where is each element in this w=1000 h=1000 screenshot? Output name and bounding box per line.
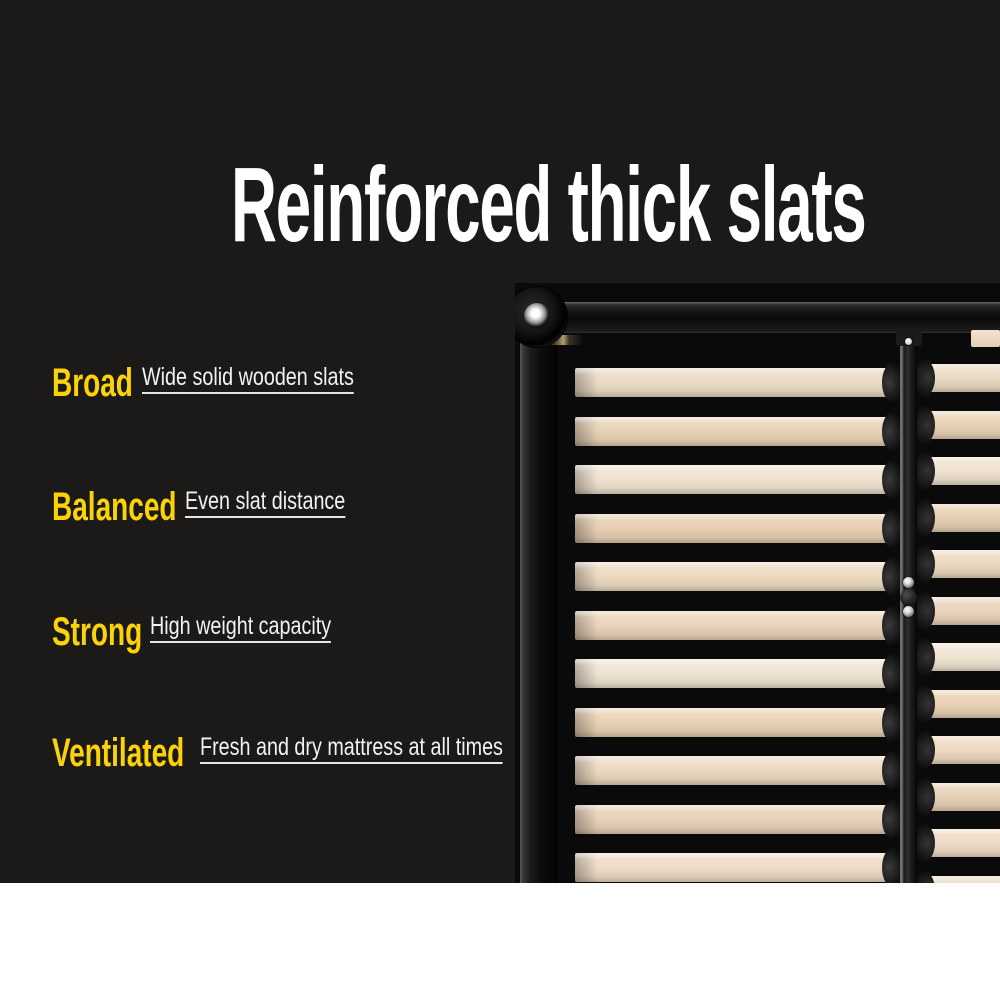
feature-description-broad: Wide solid wooden slats	[142, 365, 354, 394]
wood-slat	[575, 804, 901, 834]
feature-label-ventilated: Ventilated	[52, 731, 185, 775]
slat-holder-cap	[882, 751, 903, 790]
bed-frame-top-rail	[558, 302, 1000, 333]
wood-slat	[575, 465, 901, 494]
feature-description-ventilated: Fresh and dry mattress at all times	[200, 735, 503, 764]
slat-holder-cap	[912, 731, 935, 769]
product-photo	[515, 283, 1000, 883]
slat-holder-cap	[912, 638, 935, 676]
feature-description-strong: High weight capacity	[150, 614, 332, 643]
rail-knob	[900, 589, 917, 606]
slat-holder-cap	[882, 508, 903, 548]
slat-holder-cap	[912, 870, 935, 883]
bottom-white-strip	[0, 883, 1000, 1000]
feature-label-strong: Strong	[52, 610, 143, 654]
slat-holder-cap	[882, 460, 903, 499]
slat-holder-cap	[912, 545, 935, 583]
feature-label-balanced: Balanced	[52, 485, 177, 529]
wood-slat	[575, 659, 901, 688]
slat-holder-cap	[882, 363, 903, 402]
feature-label-broad: Broad	[52, 361, 133, 405]
slat-holder-cap	[882, 799, 903, 839]
slat-holder-cap	[912, 405, 935, 444]
wood-slat	[575, 853, 901, 882]
bed-frame-left-rail	[520, 329, 558, 883]
corner-cap	[515, 287, 567, 347]
screw-icon	[903, 606, 914, 617]
feature-row-strong: Strong High weight capacity	[52, 612, 522, 658]
slat-holder-cap	[912, 498, 935, 537]
wood-slat	[575, 513, 901, 543]
screw-icon	[905, 338, 912, 345]
wood-slat	[575, 416, 901, 446]
slat-holder-cap	[882, 411, 903, 451]
hinge-pin	[548, 335, 582, 345]
feature-row-balanced: Balanced Even slat distance	[52, 487, 522, 533]
wood-slat	[575, 610, 901, 640]
feature-row-broad: Broad Wide solid wooden slats	[52, 363, 522, 409]
wood-slat-partial	[971, 330, 1000, 347]
slat-holder-cap	[882, 654, 903, 693]
screw-icon	[903, 577, 914, 588]
slat-holder-cap	[912, 684, 935, 723]
wood-slat	[575, 707, 901, 737]
slat-holder-cap	[882, 605, 903, 645]
slat-holder-cap	[912, 824, 935, 862]
slat-holder-cap	[882, 702, 903, 742]
slat-holder-cap	[882, 848, 903, 883]
slat-holder-cap	[912, 591, 935, 630]
page-title: Reinforced thick slats	[231, 146, 867, 264]
wood-slat	[575, 368, 901, 397]
slat-holder-cap	[882, 557, 903, 596]
feature-description-balanced: Even slat distance	[185, 489, 346, 518]
wood-slat	[575, 756, 901, 785]
wood-slat	[916, 875, 1000, 883]
wood-slat	[575, 562, 901, 591]
feature-row-ventilated: Ventilated Fresh and dry mattress at all…	[52, 733, 522, 779]
slat-holder-cap	[912, 359, 935, 397]
slat-holder-cap	[912, 777, 935, 816]
corner-cap-screw-icon	[524, 303, 550, 329]
slat-holder-cap	[912, 452, 935, 490]
